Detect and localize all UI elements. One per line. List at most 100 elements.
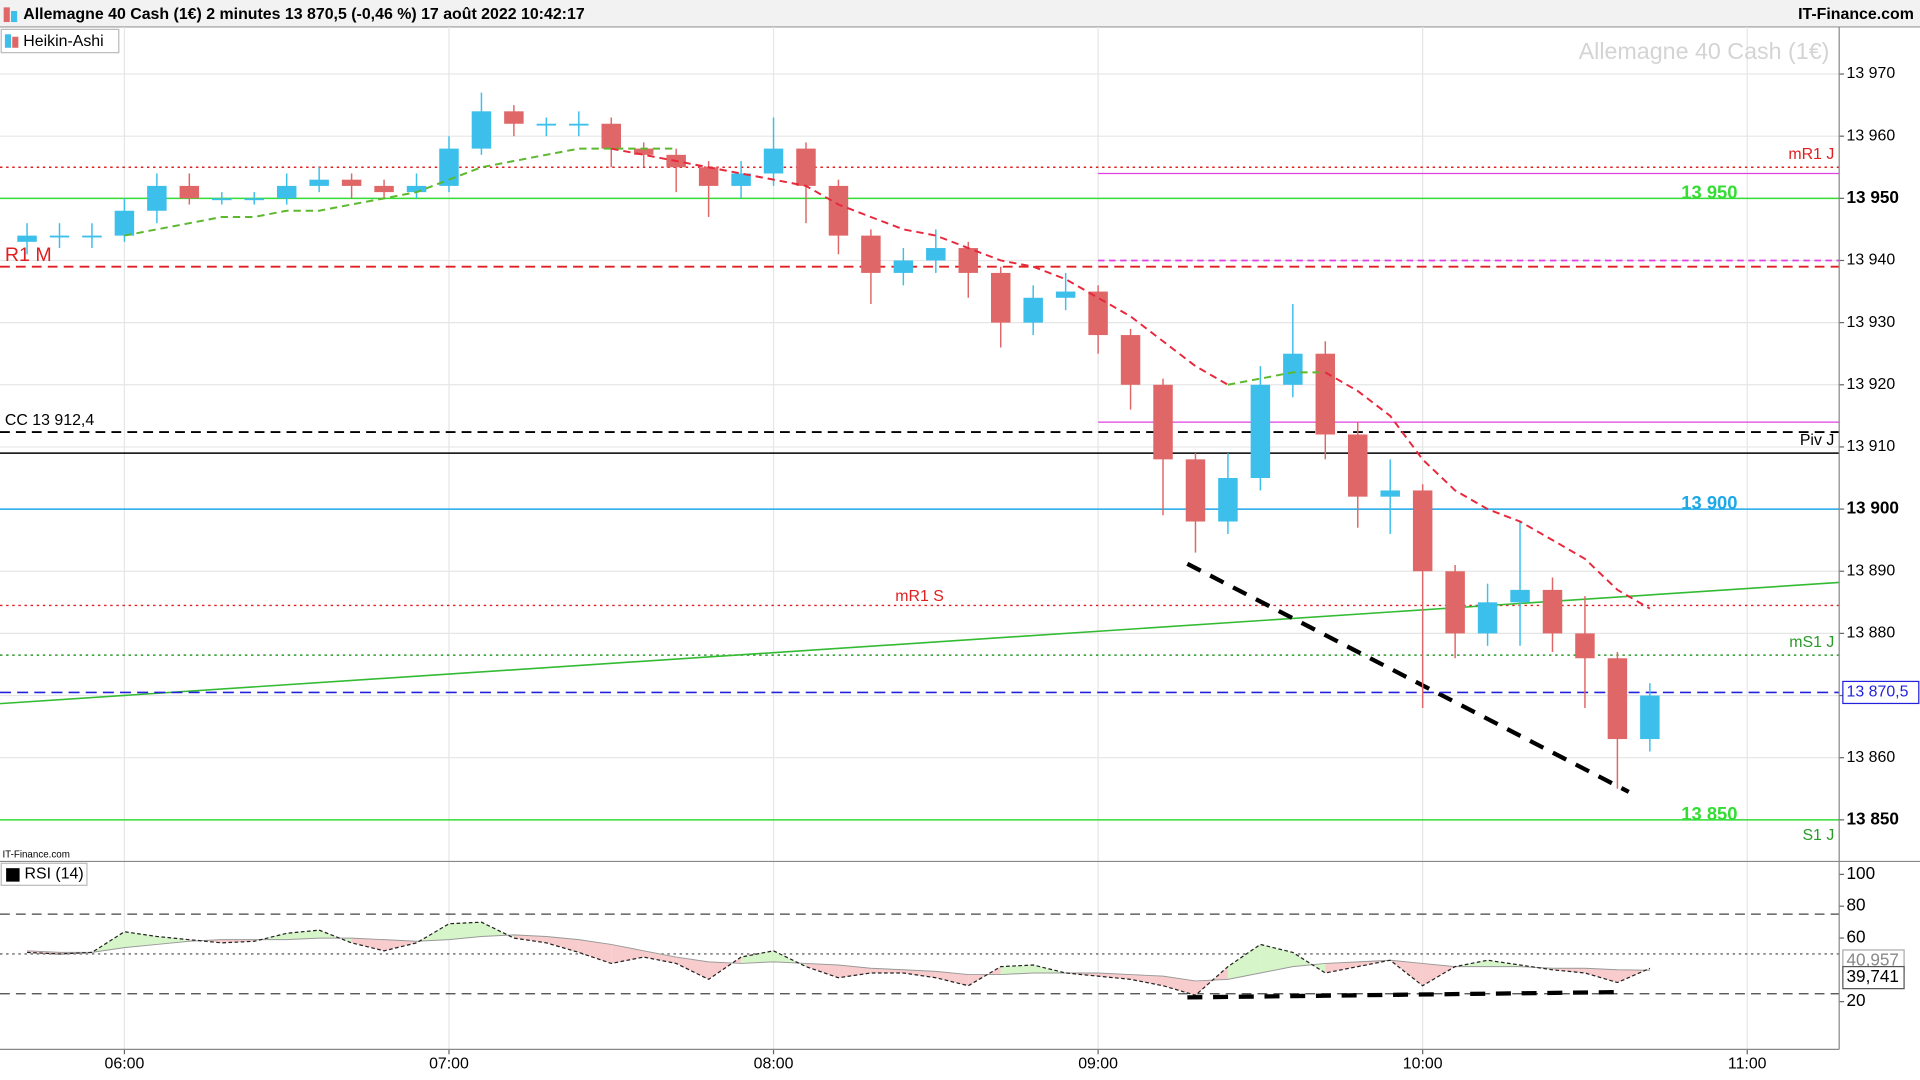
candle-body (828, 185, 849, 236)
app-icon (11, 11, 18, 23)
y-tick-label: 13 910 (1847, 438, 1896, 455)
level-label: 13 950 (1681, 181, 1737, 202)
rsi-fill (286, 930, 320, 940)
rsi-pane (0, 862, 1840, 1050)
legend-swatch (6, 868, 20, 882)
rsi-value-box (1842, 965, 1905, 990)
y-tick-label: 13 890 (1847, 562, 1896, 579)
level-label: mR1 J (1788, 146, 1834, 163)
candle-body (1153, 384, 1173, 460)
app-icon (3, 7, 10, 23)
rsi-fill (124, 931, 157, 948)
moving-average (124, 147, 1326, 386)
header-brand[interactable]: IT-Finance.com (1798, 6, 1914, 23)
candle-body (1607, 658, 1628, 740)
y-tick-label: 20 (1847, 990, 1866, 1010)
candle-body (1348, 434, 1368, 497)
candle-body (1542, 589, 1563, 634)
candle-body (17, 235, 37, 242)
candle-body (1250, 384, 1271, 479)
x-tick-label: 11:00 (1728, 1055, 1767, 1072)
rsi-fill (448, 922, 482, 940)
candle-body (1218, 478, 1238, 522)
y-tick-label: 13 900 (1847, 498, 1899, 518)
rsi-fill (384, 939, 417, 951)
rsi-fill (1487, 960, 1521, 967)
candle-body (1510, 589, 1530, 603)
x-tick-label: 06:00 (105, 1055, 145, 1072)
candle-body (1640, 695, 1660, 740)
rsi-fill (935, 971, 969, 986)
rsi-line (27, 921, 1651, 996)
candle-body (1023, 297, 1043, 323)
y-tick-label: 13 970 (1847, 65, 1896, 82)
candle-body (601, 123, 621, 149)
rsi-fill (1390, 960, 1423, 986)
rsi-fill (741, 950, 774, 964)
last-price-label: 13 870,5 (1847, 684, 1909, 701)
level-label: R1 M (5, 244, 52, 266)
y-tick-label: 100 (1847, 863, 1876, 883)
candle-body (374, 185, 394, 193)
y-tick-label: 13 860 (1847, 749, 1896, 766)
candle-body (439, 148, 459, 186)
candle-body (926, 248, 946, 261)
candle-body (796, 148, 816, 186)
y-tick-label: 13 940 (1847, 252, 1896, 269)
watermark: Allemagne 40 Cash (1€) (1579, 38, 1830, 64)
candle-body (147, 185, 167, 211)
candle-body (1575, 633, 1595, 659)
rsi-fill (643, 950, 677, 964)
candle-body (1088, 291, 1108, 336)
moving-average (611, 147, 1651, 610)
legend-label: Heikin-Ashi (23, 33, 103, 50)
legend-box (0, 28, 120, 54)
x-tick-label: 09:00 (1078, 1055, 1118, 1072)
price-pane (0, 26, 1840, 861)
candle-body (958, 248, 979, 273)
level-label: S1 J (1802, 827, 1834, 844)
legend-swatch (4, 34, 12, 48)
rsi-value-label: 40,957 (1847, 950, 1899, 970)
rsi-fill (1325, 961, 1358, 974)
candle-body (1283, 353, 1303, 385)
candle-body (1477, 602, 1498, 634)
candle-body (1055, 291, 1076, 298)
rsi-fill (676, 957, 709, 980)
candle-body (212, 198, 232, 201)
y-tick-label: 13 850 (1847, 808, 1899, 828)
rsi-fill (1163, 976, 1196, 996)
trend-line (1186, 561, 1630, 794)
candle-body (244, 198, 264, 201)
y-tick-label: 13 920 (1847, 376, 1896, 393)
candle-body (309, 179, 329, 186)
candle-body (406, 185, 427, 193)
candle-body (504, 111, 524, 124)
candle-body (179, 185, 200, 199)
candle-body (633, 148, 654, 155)
level-label: CC 13 912,4 (5, 412, 94, 429)
rsi-fill (805, 963, 839, 978)
trend-line (1187, 989, 1617, 1000)
candle-body (731, 173, 751, 186)
candle-body (341, 179, 362, 186)
trend-line (0, 581, 1840, 705)
rsi-value-label: 39,741 (1847, 966, 1899, 986)
rsi-fill (1227, 944, 1261, 980)
candle-body (990, 272, 1011, 323)
candle-body (1185, 459, 1206, 522)
rsi-fill (546, 936, 579, 953)
candle-body (1380, 490, 1400, 497)
rsi-fill (319, 930, 352, 943)
rsi-fill (903, 969, 936, 978)
candle-body (1315, 353, 1336, 435)
candle-body (893, 260, 914, 273)
candle-body (82, 235, 102, 238)
level-label: Piv J (1800, 432, 1834, 449)
rsi-fill (1260, 944, 1293, 974)
y-tick-label: 60 (1847, 927, 1866, 947)
x-tick-label: 08:00 (754, 1055, 794, 1072)
candle-body (1120, 335, 1141, 385)
